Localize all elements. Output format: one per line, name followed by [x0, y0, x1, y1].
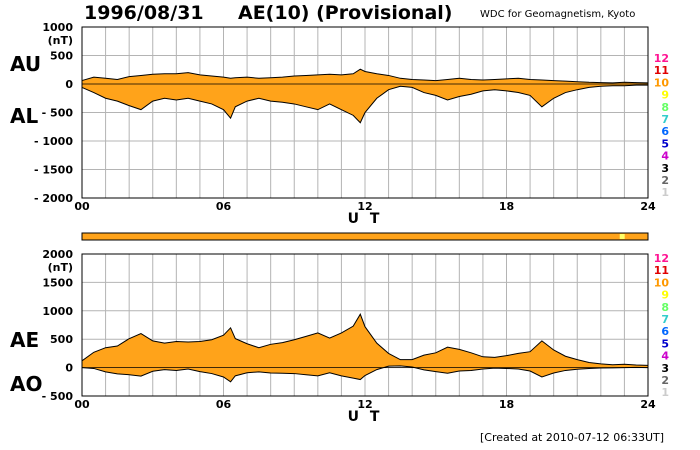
- series-al-line: [81, 84, 648, 124]
- area-fill: [82, 314, 648, 382]
- date-title: 1996/08/31: [84, 2, 204, 24]
- y-tick-label: 0: [65, 362, 73, 375]
- x-tick-label: 06: [216, 398, 232, 411]
- x-tick-label: 12: [357, 398, 372, 411]
- y-tick-label: 500: [50, 50, 73, 63]
- plot-frame: [81, 26, 649, 199]
- unit-label: (nT): [48, 261, 73, 274]
- x-tick-label: 24: [640, 398, 656, 411]
- legend-number: 12: [654, 52, 669, 65]
- status-bar-highlight: [619, 234, 625, 239]
- x-tick-label: 00: [74, 200, 90, 213]
- legend-number: 2: [661, 374, 669, 387]
- y-tick-label: 1500: [42, 276, 73, 289]
- series-au-line: [81, 68, 649, 84]
- y-tick-label: - 1000: [34, 135, 73, 148]
- ae-label: AE: [10, 328, 40, 352]
- y-tick-label: 500: [50, 333, 73, 346]
- unit-label: (nT): [48, 34, 73, 47]
- status-bar-fill: [81, 232, 649, 241]
- created-timestamp: [Created at 2010-07-12 06:33UT]: [480, 431, 665, 444]
- legend-number: 4: [661, 350, 669, 363]
- y-tick-label: - 2000: [34, 192, 73, 205]
- legend-number: 2: [661, 174, 669, 187]
- legend-number: 9: [661, 89, 669, 102]
- x-tick-label: 12: [357, 200, 372, 213]
- legend-number: 7: [661, 313, 669, 326]
- legend-number: 5: [661, 337, 669, 350]
- x-axis-label: U T: [348, 211, 383, 227]
- legend-number: 1: [661, 186, 669, 199]
- x-tick-label: 18: [499, 398, 514, 411]
- series-ao-line: [81, 365, 649, 383]
- legend-number: 6: [661, 325, 669, 338]
- legend-number: 5: [661, 137, 669, 150]
- legend-number: 9: [661, 289, 669, 302]
- legend-number: 8: [661, 301, 669, 314]
- x-axis-label: U T: [348, 409, 383, 425]
- plot-frame: [81, 253, 649, 397]
- legend-number: 4: [661, 150, 669, 163]
- au-label: AU: [10, 52, 42, 76]
- ao-label: AO: [10, 372, 43, 396]
- organization-label: WDC for Geomagnetism, Kyoto: [480, 9, 636, 20]
- x-tick-label: 06: [216, 200, 232, 213]
- x-tick-label: 24: [640, 200, 656, 213]
- y-tick-label: - 500: [42, 107, 74, 120]
- legend-number: 10: [654, 76, 670, 89]
- data-status-bar: [81, 232, 649, 241]
- y-tick-label: - 500: [42, 390, 74, 403]
- panel-au-al: 1000 500 0 - 500 - 1000 - 1500 - 2000 (nT) 00 06 1…: [34, 21, 669, 227]
- legend-number: 6: [661, 125, 669, 138]
- y-tick-label: 2000: [42, 248, 73, 261]
- legend-number: 8: [661, 101, 669, 114]
- legend-number: 1: [661, 386, 669, 399]
- legend-number: 12: [654, 252, 669, 265]
- legend-number: 11: [654, 64, 669, 77]
- series-ae-line: [81, 313, 649, 366]
- x-tick-label: 18: [499, 200, 514, 213]
- legend-number: 3: [661, 362, 669, 375]
- index-title: AE(10) (Provisional): [238, 2, 453, 24]
- legend-number: 7: [661, 113, 669, 126]
- legend-number: 11: [654, 264, 669, 277]
- y-tick-label: 1000: [42, 21, 73, 34]
- legend-number: 10: [654, 276, 670, 289]
- x-tick-label: 00: [74, 398, 90, 411]
- y-tick-label: 0: [65, 78, 73, 91]
- y-tick-label: 1000: [42, 305, 73, 318]
- legend-number: 3: [661, 162, 669, 175]
- y-tick-label: - 1500: [34, 164, 73, 177]
- al-label: AL: [10, 104, 39, 128]
